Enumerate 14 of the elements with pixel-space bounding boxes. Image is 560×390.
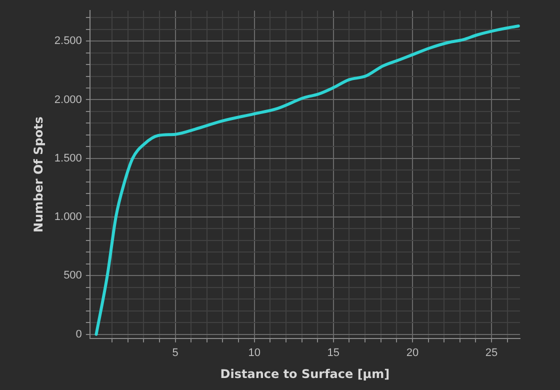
x-tick-label: 20: [406, 347, 419, 360]
y-tick-label: 1.500: [54, 152, 82, 164]
y-tick-label: 1.000: [54, 211, 82, 224]
line-series: [94, 24, 520, 336]
y-tick-label: 500: [64, 270, 82, 282]
y-tick-label: 0: [76, 328, 82, 340]
y-axis-title: Number Of Spots: [31, 116, 46, 232]
x-tick-label: 10: [248, 347, 260, 360]
x-tick-label: 25: [485, 347, 498, 360]
x-axis-title: Distance to Surface [µm]: [220, 366, 390, 381]
y-tick-label: 2.000: [54, 94, 82, 106]
y-tick-label: 2.500: [54, 35, 82, 48]
x-tick-label: 15: [327, 347, 340, 360]
x-tick-label: 5: [172, 347, 178, 360]
